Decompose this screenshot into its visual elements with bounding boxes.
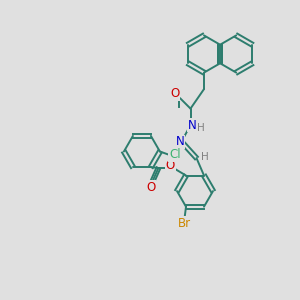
Text: N: N: [188, 118, 196, 132]
Text: Cl: Cl: [169, 148, 181, 161]
Text: N: N: [176, 135, 184, 148]
Text: O: O: [166, 158, 175, 172]
Text: O: O: [170, 87, 179, 100]
Text: H: H: [196, 123, 204, 133]
Text: H: H: [201, 152, 209, 162]
Text: O: O: [146, 181, 155, 194]
Text: Br: Br: [178, 217, 191, 230]
